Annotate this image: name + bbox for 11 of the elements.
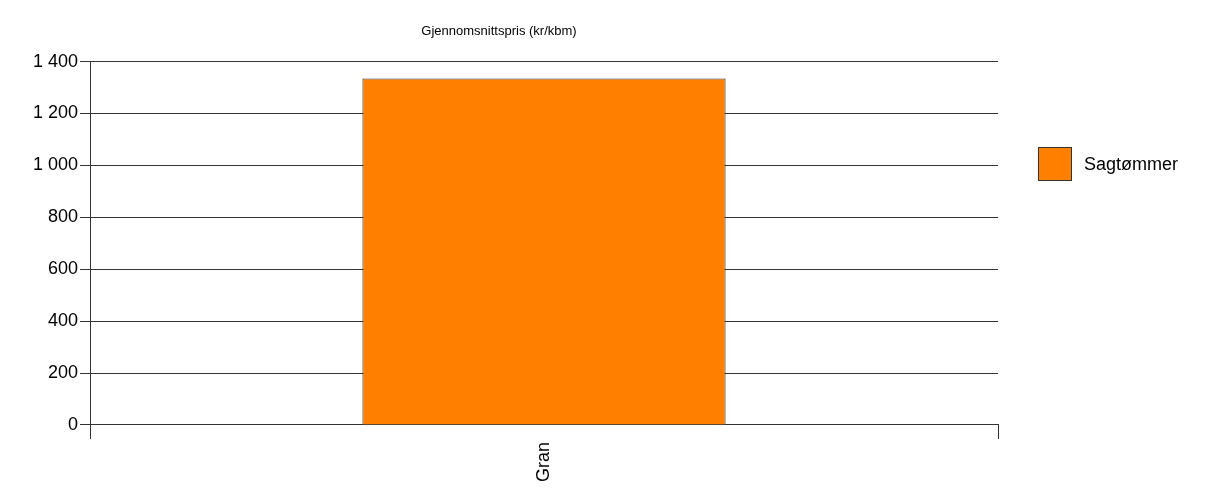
y-tick-label: 600 (47, 258, 78, 279)
x-tick-label: Gran (532, 441, 553, 483)
chart-title: Gjennomsnittspris (kr/kbm) (421, 23, 577, 39)
y-tick-label: 1 000 (32, 154, 78, 175)
y-tick-label: 1 400 (32, 50, 78, 71)
y-tick-label: 0 (67, 413, 78, 434)
y-tick-label: 800 (47, 206, 78, 227)
y-tick-label: 200 (47, 362, 78, 383)
legend-label: Sagtømmer (1084, 153, 1179, 175)
y-tick-label: 1 200 (32, 102, 78, 123)
y-tick-label: 400 (47, 310, 78, 331)
